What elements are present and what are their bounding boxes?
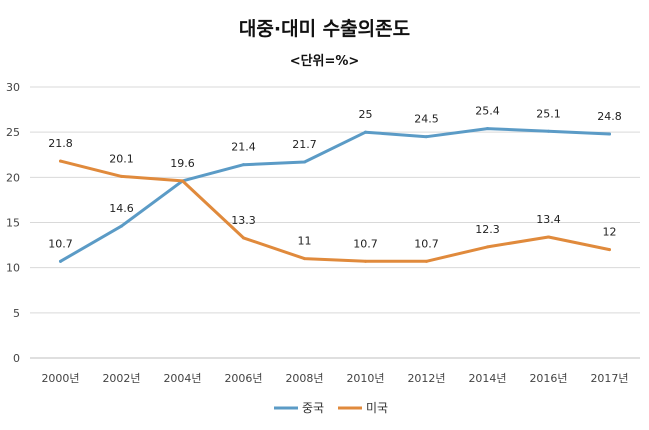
data-label: 19.6 bbox=[170, 157, 195, 170]
data-point bbox=[547, 235, 550, 239]
data-point bbox=[59, 159, 62, 163]
data-label: 24.5 bbox=[414, 113, 439, 126]
y-tick-label: 30 bbox=[6, 81, 20, 94]
data-label: 10.7 bbox=[414, 237, 439, 250]
data-label: 14.6 bbox=[109, 202, 134, 215]
x-tick-label: 2014년 bbox=[468, 372, 506, 385]
x-tick-label: 2006년 bbox=[224, 372, 262, 385]
x-tick-label: 2000년 bbox=[41, 372, 79, 385]
series-line-1 bbox=[59, 159, 611, 263]
x-tick-label: 2008년 bbox=[285, 372, 323, 385]
data-point bbox=[242, 163, 245, 167]
x-tick-label: 2010년 bbox=[346, 372, 384, 385]
data-point bbox=[425, 135, 428, 139]
data-label: 12.3 bbox=[475, 223, 500, 236]
x-tick-label: 2017년 bbox=[590, 372, 628, 385]
x-tick-label: 2016년 bbox=[529, 372, 567, 385]
series-line-0 bbox=[59, 127, 611, 263]
x-tick-label: 2012년 bbox=[407, 372, 445, 385]
data-point bbox=[59, 259, 62, 263]
y-tick-label: 10 bbox=[6, 262, 20, 275]
data-label: 20.1 bbox=[109, 152, 134, 165]
data-label: 21.8 bbox=[48, 137, 73, 150]
data-point bbox=[608, 132, 611, 136]
data-label: 21.7 bbox=[292, 138, 317, 151]
data-point bbox=[120, 224, 123, 228]
data-label: 10.7 bbox=[353, 237, 378, 250]
data-label: 11 bbox=[298, 235, 312, 248]
y-tick-label: 0 bbox=[13, 352, 20, 365]
data-point bbox=[364, 259, 367, 263]
data-label: 25.4 bbox=[475, 105, 500, 118]
data-label: 24.8 bbox=[597, 110, 622, 123]
data-point bbox=[608, 248, 611, 252]
y-tick-label: 5 bbox=[13, 307, 20, 320]
data-point bbox=[547, 129, 550, 133]
data-point bbox=[242, 236, 245, 240]
data-point bbox=[425, 259, 428, 263]
data-point bbox=[120, 174, 123, 178]
data-point bbox=[303, 160, 306, 164]
data-label: 13.3 bbox=[231, 214, 256, 227]
legend-label: 중국 bbox=[302, 401, 324, 415]
data-label: 21.4 bbox=[231, 141, 256, 154]
data-label: 25.1 bbox=[536, 107, 561, 120]
data-point bbox=[364, 130, 367, 134]
data-point bbox=[486, 127, 489, 131]
y-tick-label: 20 bbox=[6, 171, 20, 184]
y-tick-label: 15 bbox=[6, 217, 20, 230]
y-tick-label: 25 bbox=[6, 126, 20, 139]
legend-label: 미국 bbox=[366, 401, 388, 415]
data-label: 12 bbox=[603, 226, 617, 239]
chart-title: 대중·대미 수출의존도 bbox=[238, 18, 411, 40]
data-point bbox=[181, 179, 184, 183]
x-tick-label: 2004년 bbox=[163, 372, 201, 385]
data-label: 10.7 bbox=[48, 237, 73, 250]
data-label: 13.4 bbox=[536, 213, 561, 226]
x-tick-label: 2002년 bbox=[102, 372, 140, 385]
chart-subtitle: <단위=%> bbox=[289, 54, 360, 69]
data-label: 25 bbox=[359, 108, 373, 121]
data-point bbox=[303, 257, 306, 261]
data-point bbox=[486, 245, 489, 249]
